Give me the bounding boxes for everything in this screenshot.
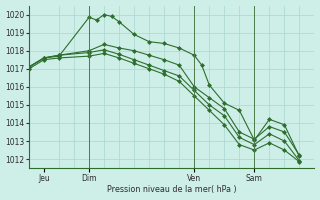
X-axis label: Pression niveau de la mer( hPa ): Pression niveau de la mer( hPa ) [107,185,236,194]
